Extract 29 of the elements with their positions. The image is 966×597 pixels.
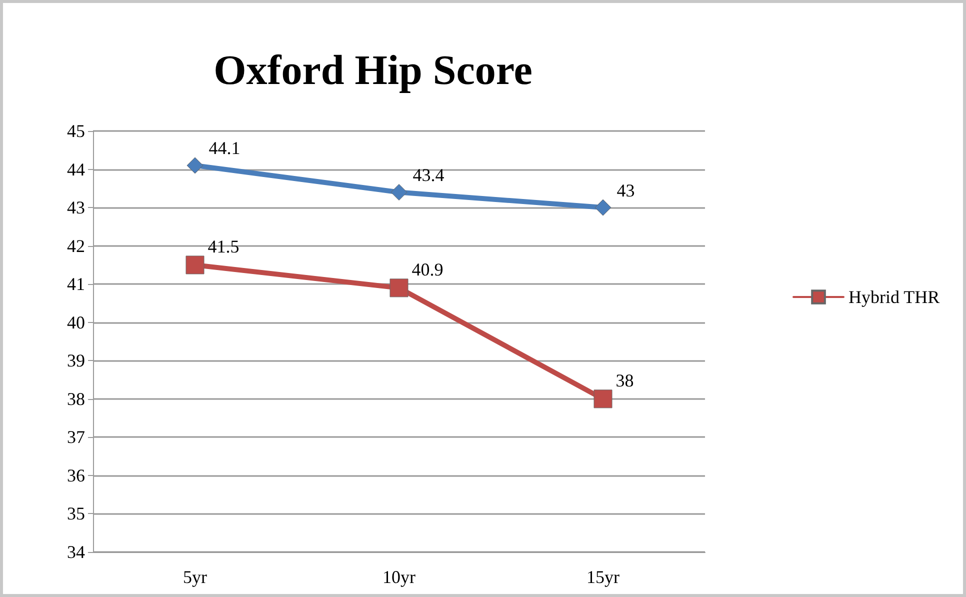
x-tick-label: 5yr (183, 567, 207, 587)
y-tick-label: 43 (67, 198, 85, 218)
data-label: 40.9 (412, 260, 444, 280)
y-tick-label: 41 (67, 274, 85, 294)
y-tick-label: 37 (67, 427, 85, 448)
data-label: 38 (616, 370, 634, 391)
y-tick-label: 34 (67, 542, 85, 562)
x-tick-label: 15yr (586, 567, 620, 587)
point (186, 157, 204, 174)
point (390, 278, 408, 298)
data-label: 44.1 (208, 138, 240, 158)
y-tick-label: 42 (67, 236, 85, 256)
y-tick-label: 44 (67, 159, 85, 180)
y-tick-label: 40 (67, 312, 85, 332)
point (186, 256, 204, 274)
x-tick-label: 10yr (382, 567, 416, 587)
point (390, 184, 408, 200)
point (594, 390, 612, 408)
y-tick-label: 39 (67, 350, 85, 371)
y-tick-label: 36 (67, 465, 85, 486)
data-label: 41.5 (208, 236, 240, 257)
data-label: 43.4 (412, 164, 444, 185)
legend-label: Hybrid THR (848, 287, 940, 307)
point (594, 199, 612, 216)
y-tick-label: 45 (67, 121, 85, 141)
y-tick-label: 35 (67, 504, 85, 524)
chart-title: Oxford Hip Score (214, 48, 532, 94)
y-tick-label: 38 (67, 388, 85, 409)
data-label: 43 (616, 180, 635, 200)
